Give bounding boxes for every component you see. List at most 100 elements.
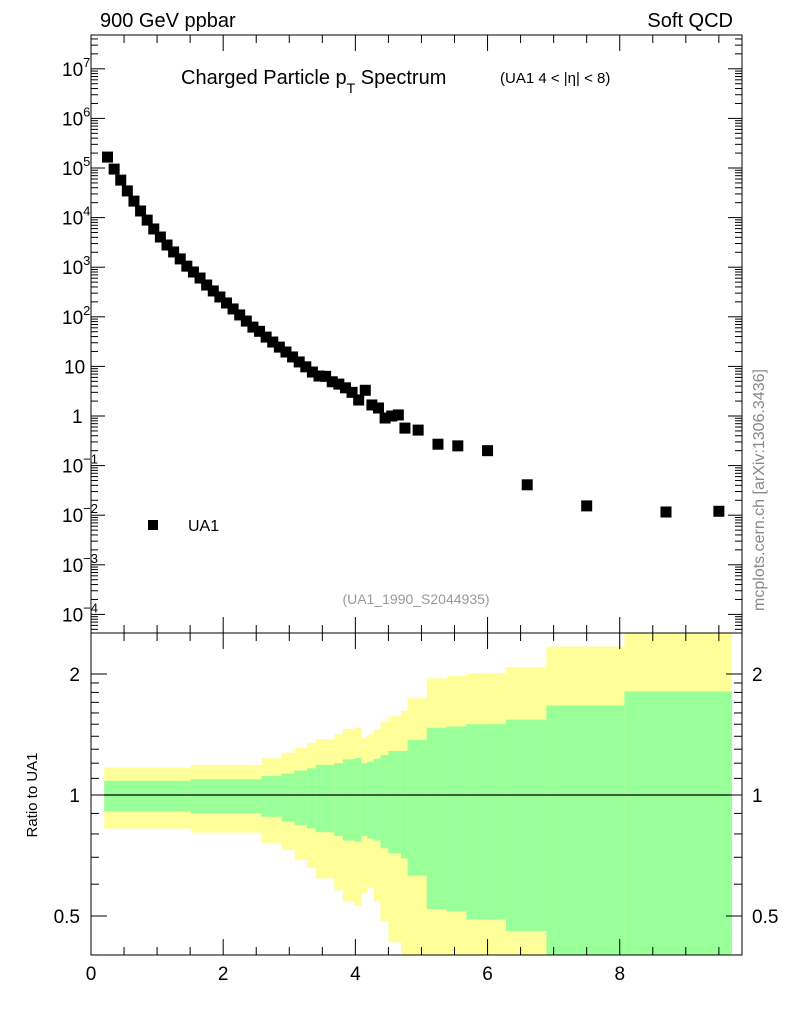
data-point [207, 285, 219, 297]
ratio-y-tick-label-left: 2 [69, 665, 80, 686]
y-tick-base: 10 [62, 258, 83, 279]
inner-band-bin [294, 770, 308, 826]
legend-label: UA1 [188, 518, 219, 535]
data-point [386, 410, 398, 422]
side-label: mcplots.cern.ch [arXiv:1306.3436] [751, 369, 768, 611]
x-tick-label: 6 [482, 964, 493, 985]
y-tick-base: 10 [62, 506, 83, 527]
data-point [482, 445, 494, 457]
y-tick-exponent: 4 [83, 204, 90, 219]
legend-marker [148, 520, 158, 530]
data-point [379, 412, 391, 424]
ratio-y-tick-label-left: 0.5 [54, 907, 80, 928]
main-frame [90, 34, 743, 634]
data-point [660, 506, 672, 518]
inner-band-bin [367, 761, 375, 839]
y-tick-base: 10 [62, 308, 83, 329]
x-tick-label: 0 [86, 964, 97, 985]
data-point [181, 260, 193, 272]
data-point [227, 303, 239, 315]
header-right: Soft QCD [647, 10, 733, 32]
inner-band-bin [546, 705, 625, 955]
inner-band-bin [361, 763, 368, 837]
data-point [412, 424, 424, 436]
data-point [161, 239, 173, 251]
inner-band-bin [380, 755, 389, 849]
y-tick-label: 107 [62, 55, 90, 81]
data-point [121, 185, 133, 197]
data-point [194, 272, 206, 284]
data-point [254, 325, 266, 337]
inner-band-bin [315, 764, 335, 833]
data-point [326, 376, 338, 388]
data-point [187, 266, 199, 278]
data-point [399, 422, 411, 434]
data-point [154, 231, 166, 243]
data-point [148, 223, 160, 235]
data-point [214, 291, 226, 303]
data-point [392, 409, 404, 421]
data-point [346, 386, 358, 398]
title-main: Charged Particle p [181, 67, 347, 89]
ratio-y-tick-label-left: 1 [69, 786, 80, 807]
y-tick-base: 10 [62, 60, 83, 81]
data-point [115, 174, 127, 186]
data-point [128, 195, 140, 207]
data-point [293, 356, 305, 368]
analysis-label: (UA1_1990_S2044935) [342, 591, 489, 607]
data-point [353, 394, 365, 406]
inner-band-bin [426, 727, 448, 910]
data-point [247, 321, 259, 333]
title-tail: Spectrum [355, 67, 446, 89]
y-tick-exponent: −1 [83, 452, 98, 467]
ratio-ylabel: Ratio to UA1 [24, 752, 41, 837]
y-tick-base: 1 [72, 407, 83, 428]
inner-band-bin [282, 773, 296, 822]
y-tick-exponent: −2 [83, 501, 98, 516]
y-tick-base: 10 [62, 605, 83, 626]
y-tick-exponent: 2 [83, 303, 90, 318]
data-point [287, 351, 299, 363]
inner-band-bin [446, 726, 467, 912]
data-point [201, 279, 213, 291]
data-point [359, 384, 371, 396]
inner-band-bin [342, 759, 356, 841]
data-point [333, 378, 345, 390]
inner-band-bin [506, 719, 547, 931]
y-tick-label: 103 [62, 253, 90, 279]
x-tick-label: 4 [350, 964, 361, 985]
x-tick-label: 2 [218, 964, 229, 985]
x-tick-label: 8 [614, 964, 625, 985]
data-point [713, 505, 725, 517]
ratio-frame [90, 632, 743, 956]
y-tick-base: 10 [64, 357, 85, 378]
y-tick-label: 106 [62, 104, 90, 130]
y-tick-exponent: −4 [83, 600, 98, 615]
header-left: 900 GeV ppbar [100, 10, 236, 32]
y-tick-label: 10−2 [62, 501, 98, 527]
data-point [168, 246, 180, 258]
data-point [306, 366, 318, 378]
data-point [102, 151, 114, 163]
data-point [108, 163, 120, 175]
inner-band-bin [407, 740, 428, 876]
y-tick-label: 102 [62, 303, 90, 329]
data-point [280, 346, 292, 358]
data-point [372, 402, 384, 414]
chart-title: Charged Particle pT Spectrum [181, 67, 446, 96]
inner-band-bin [334, 763, 344, 837]
data-point [313, 370, 325, 382]
title-extra: (UA1 4 < |η| < 8) [500, 70, 610, 87]
ratio-y-tick-label-right: 1 [752, 786, 763, 807]
y-tick-base: 10 [62, 109, 83, 130]
y-tick-exponent: 6 [83, 104, 90, 119]
data-point [366, 399, 378, 411]
data-point [273, 341, 285, 353]
y-tick-label: 10 [64, 357, 85, 378]
ratio-y-tick-label-right: 0.5 [752, 907, 778, 928]
inner-band-bin [190, 779, 263, 814]
inner-band-bin [354, 758, 362, 842]
data-point [260, 331, 272, 343]
data-point [452, 440, 464, 452]
